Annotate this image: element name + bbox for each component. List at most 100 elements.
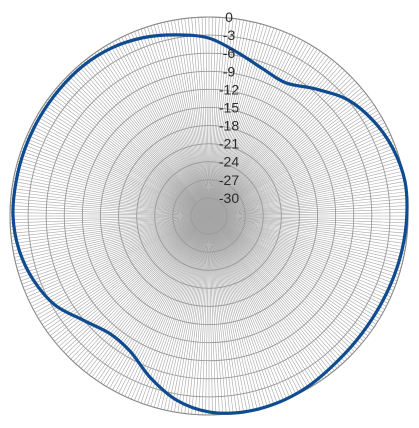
angular-grid-line [208,184,406,217]
angular-grid-line [208,17,227,217]
angular-grid-line [208,37,297,217]
radial-grid-ring [190,197,228,235]
angular-grid-line [115,215,210,392]
angular-grid-line [208,215,332,373]
angular-grid-line [198,17,210,217]
angular-grid-line [97,215,210,382]
angular-grid-line [56,215,210,345]
angular-grid-line [174,19,210,217]
angular-grid-line [208,107,377,217]
angular-grid-line [208,215,343,365]
polar-grid [9,16,409,416]
angular-grid-line [13,215,210,255]
angular-grid-line [208,215,404,258]
radial-grid-ring [81,88,337,344]
angular-grid-line [45,215,210,331]
angular-grid-line [109,43,210,217]
angular-grid-line [208,167,403,217]
angular-grid-line [34,119,210,217]
angular-grid-line [36,215,210,316]
angular-grid-line [68,215,210,357]
angular-grid-line [41,107,210,217]
angular-grid-line [75,215,210,365]
angular-grid-line [83,215,210,371]
angular-grid-line [208,215,378,322]
angular-grid-line [208,215,294,397]
angular-grid-line [163,215,210,410]
angular-grid-line [205,215,210,415]
angular-grid-line [187,18,210,217]
angular-grid-line [41,215,210,325]
angular-grid-line [100,215,210,384]
angular-grid-line [30,128,210,217]
radial-tick-label: -12 [219,81,239,97]
angular-grid-line [208,215,408,231]
angular-grid-line [208,215,288,400]
angular-grid-line [208,215,405,255]
angular-grid-line [208,125,387,217]
angular-grid-line [208,215,278,404]
angular-grid-line [27,215,210,298]
angular-grid-line [187,215,210,414]
angular-grid-line [68,75,210,217]
angular-grid-line [12,215,210,248]
angular-grid-line [167,21,210,217]
angular-grid-line [10,215,210,231]
angular-grid-line [137,30,210,217]
angular-grid-line [208,215,350,357]
angular-grid-line [208,215,408,220]
angular-grid-line [208,215,364,342]
angular-grid-line [115,40,210,217]
angular-grid-line [208,215,373,331]
angular-grid-line [10,215,210,220]
angular-grid-line [208,137,393,217]
angular-grid-line [208,154,399,217]
angular-grid-line [208,215,377,325]
angular-grid-line [208,35,294,217]
angular-grid-line [15,167,210,217]
radial-grid-ring [136,143,282,289]
angular-grid-line [208,215,248,412]
angular-grid-line [40,110,210,217]
angular-grid-line [208,59,332,217]
angular-grid-line [208,215,329,376]
angular-grid-line [208,215,237,414]
angular-grid-line [208,215,388,304]
angular-grid-line [170,20,210,217]
angular-grid-line [208,134,391,217]
angular-grid-line [208,26,271,217]
angular-grid-line [208,40,303,217]
angular-grid-line [208,131,390,217]
angular-grid-line [208,215,321,382]
angular-grid-line [38,113,210,217]
angular-grid-line [208,215,401,272]
angular-grid-line [208,181,406,217]
angular-grid-line [208,56,329,217]
angular-grid-line [208,45,312,217]
angular-grid-line [208,90,364,217]
angular-grid-line [21,215,210,285]
angular-grid-line [208,18,231,217]
angular-grid-line [208,215,231,414]
angular-grid-line [208,128,388,217]
angular-grid-line [11,188,210,217]
angular-grid-line [208,215,281,402]
radial-tick-label: -24 [219,154,239,170]
angular-grid-line [184,18,210,217]
radial-tick-label: -18 [219,118,239,134]
angular-grid-line [10,201,210,217]
angular-grid-line [208,215,224,415]
angular-grid-line [208,215,408,227]
radial-grid-ring [27,34,391,398]
angular-grid-line [208,96,369,217]
angular-grid-line [208,215,261,409]
angular-grid-line [208,119,384,217]
angular-grid-line [208,110,378,217]
angular-grid-line [208,215,393,295]
angular-grid-line [208,215,268,407]
angular-grid-line [134,31,210,217]
angular-grid-line [10,215,210,234]
radial-grid-ring [154,161,264,271]
